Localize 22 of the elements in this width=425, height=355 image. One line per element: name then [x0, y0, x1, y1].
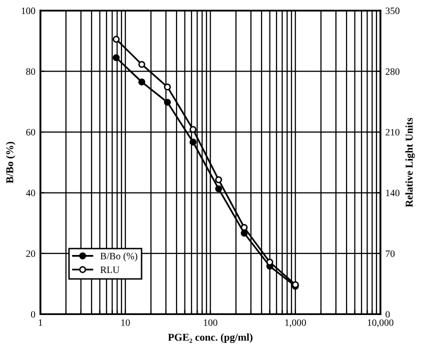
x-tick-label: 10 — [121, 319, 130, 326]
x-tick-label: 100 — [204, 319, 218, 326]
y2-axis-title: Relative Light Units — [405, 118, 415, 208]
y-tick-label: 80 — [26, 68, 36, 75]
legend-label: RLU — [100, 266, 120, 274]
x-tick-label: 1,000 — [285, 319, 306, 328]
x-axis-title: PGE₂ conc. (pg/ml) — [168, 333, 252, 343]
y-tick-label: 40 — [26, 190, 36, 196]
y2-tick-label: 350 — [386, 8, 400, 14]
y2-tick-label: 210 — [386, 128, 400, 136]
y-tick-label: 20 — [26, 250, 36, 257]
x-tick-label: 1 — [38, 319, 42, 326]
y2-tick-label: 280 — [386, 68, 400, 75]
y-axis-title: B/Bo (%) — [6, 142, 16, 184]
y-tick-label: 60 — [26, 128, 36, 136]
y2-tick-label: 70 — [386, 250, 395, 257]
y2-tick-label: 0 — [386, 311, 390, 318]
y2-tick-label: 140 — [386, 190, 400, 196]
y-tick-label: 0 — [31, 311, 36, 318]
x-tick-label: 10,000 — [368, 319, 394, 328]
legend-label: B/Bo (%) — [100, 252, 138, 262]
y-tick-label: 100 — [22, 8, 36, 14]
